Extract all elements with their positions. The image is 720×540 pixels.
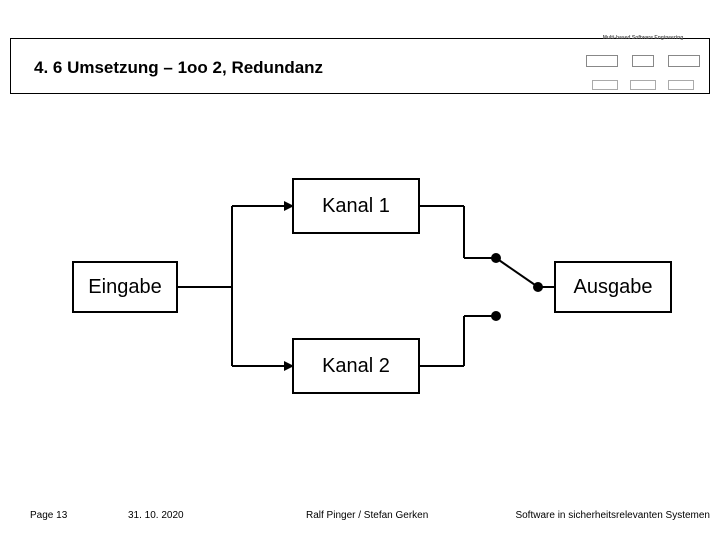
node-kanal1: Kanal 1 xyxy=(292,178,420,234)
slide-title: 4. 6 Umsetzung – 1oo 2, Redundanz xyxy=(34,58,323,78)
node-label: Kanal 2 xyxy=(322,355,390,378)
node-label: Eingabe xyxy=(88,276,161,299)
node-eingabe: Eingabe xyxy=(72,261,178,313)
footer-author: Ralf Pinger / Stefan Gerken xyxy=(306,510,428,521)
node-label: Kanal 1 xyxy=(322,195,390,218)
node-kanal2: Kanal 2 xyxy=(292,338,420,394)
node-label: Ausgabe xyxy=(574,276,653,299)
footer-page: Page 13 xyxy=(30,510,67,521)
footer: Page 13 31. 10. 2020 Ralf Pinger / Stefa… xyxy=(0,510,720,526)
footer-course: Software in sicherheitsrelevanten System… xyxy=(515,510,710,521)
footer-date: 31. 10. 2020 xyxy=(128,510,184,521)
node-ausgabe: Ausgabe xyxy=(554,261,672,313)
logo-graphic: Multi-based Software Engineering xyxy=(584,34,702,92)
redundancy-diagram: Eingabe Kanal 1 Kanal 2 Ausgabe xyxy=(72,178,688,408)
